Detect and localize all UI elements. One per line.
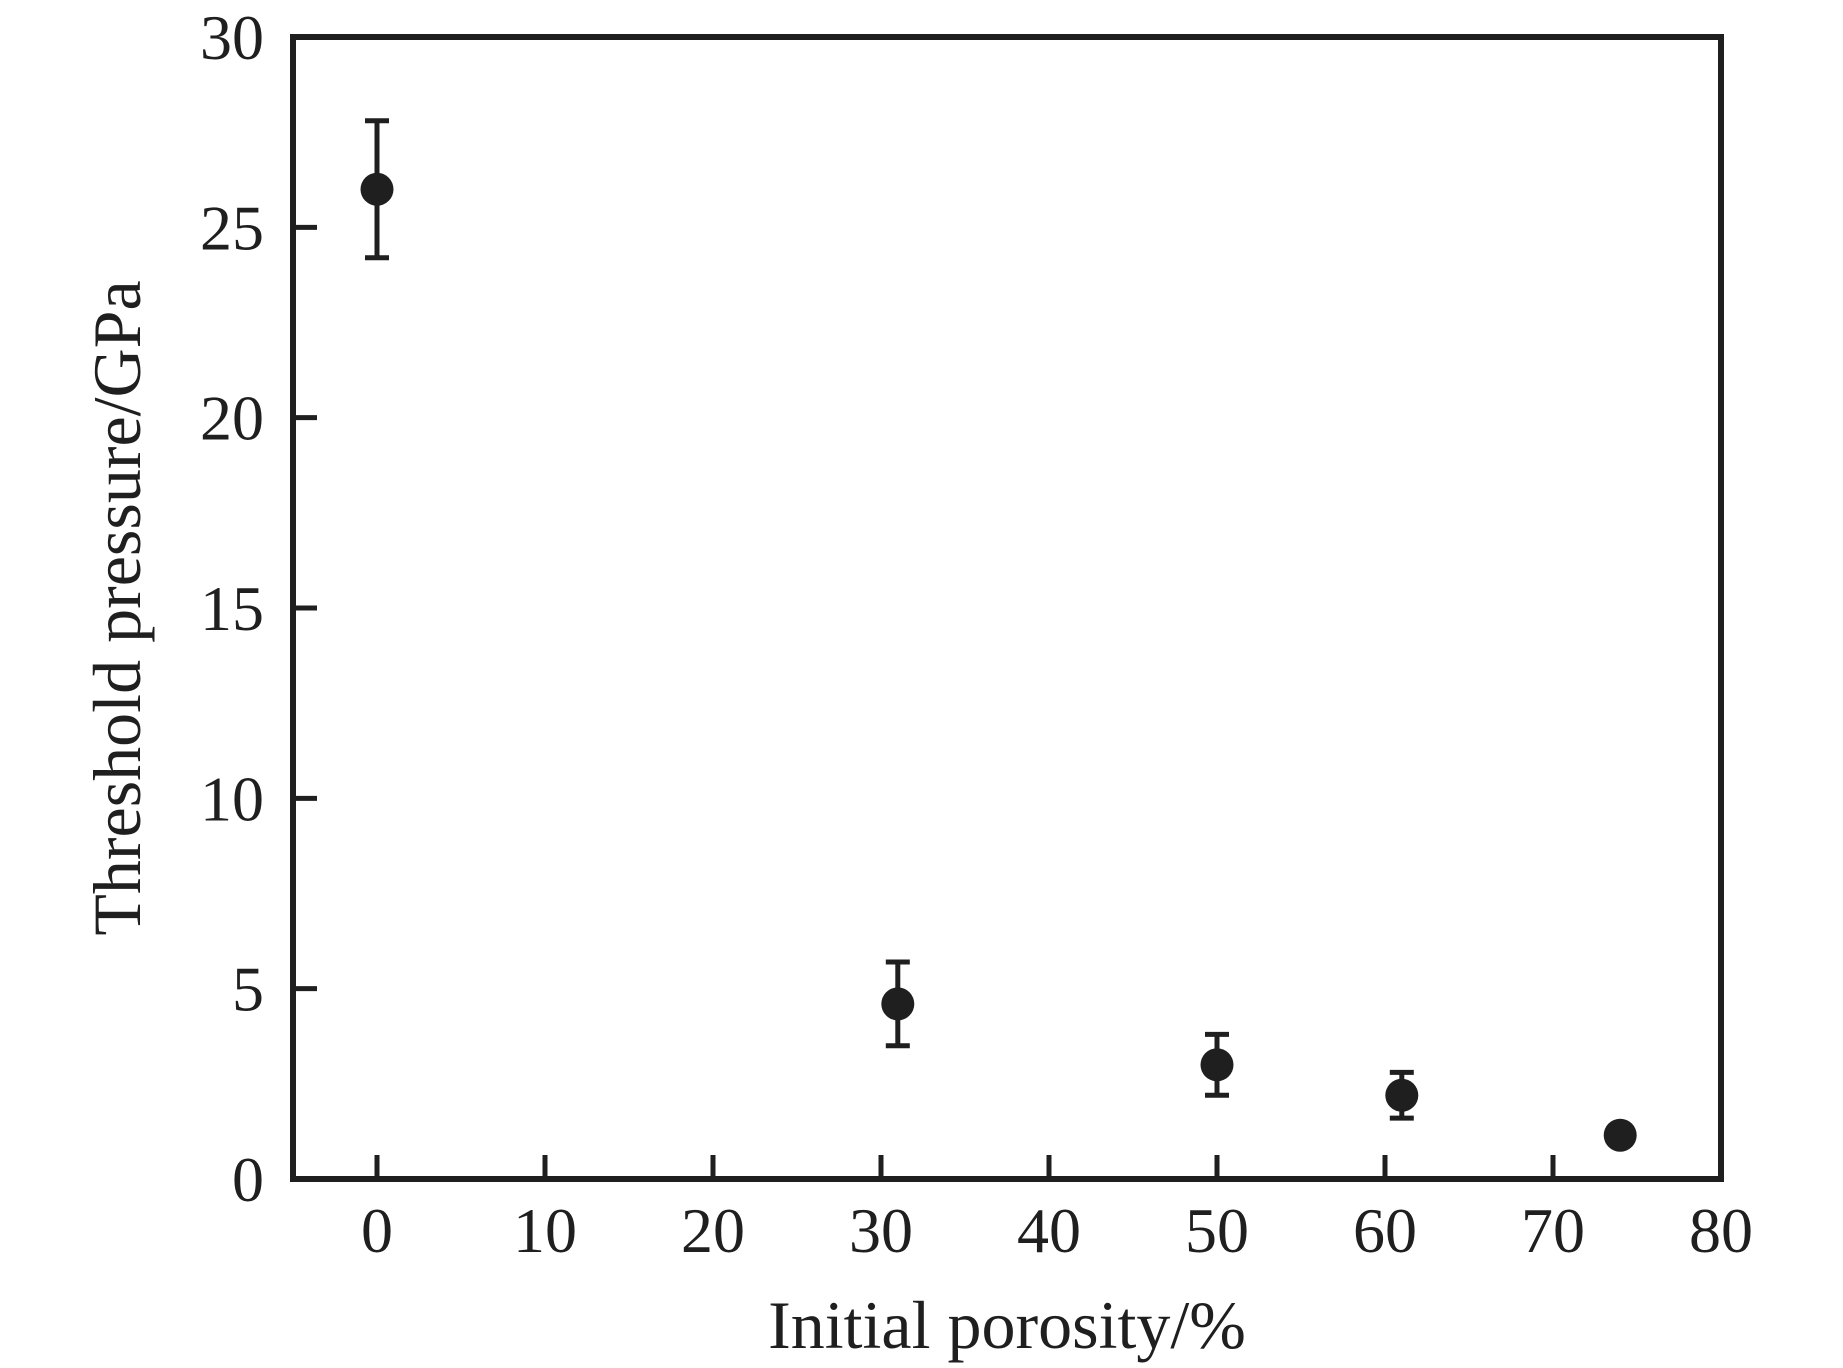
y-tick-label: 10	[200, 763, 264, 834]
x-tick-label: 70	[1521, 1195, 1585, 1266]
x-axis-title: Initial porosity/%	[768, 1287, 1246, 1363]
x-tick-label: 0	[361, 1195, 393, 1266]
x-tick-label: 10	[513, 1195, 577, 1266]
y-tick-label: 25	[200, 192, 264, 263]
y-tick-label: 20	[200, 383, 264, 454]
tick-layer: 0 10 20 30 40 50 60 70 80 0 5 10 15 20 25 30	[200, 2, 1753, 1266]
data-series	[360, 118, 1637, 1152]
x-tick-label: 40	[1017, 1195, 1081, 1266]
x-tick-label: 80	[1689, 1195, 1753, 1266]
y-tick-label: 15	[200, 573, 264, 644]
data-point	[360, 172, 394, 206]
x-tick-label: 20	[681, 1195, 745, 1266]
data-point	[1200, 1048, 1234, 1082]
y-tick-label: 30	[200, 2, 264, 73]
x-tick-label: 30	[849, 1195, 913, 1266]
data-point	[881, 987, 915, 1021]
y-tick-label: 5	[232, 954, 264, 1025]
data-point	[1385, 1078, 1419, 1112]
plot-frame	[290, 34, 1724, 1182]
data-point	[1603, 1118, 1637, 1152]
x-tick-label: 50	[1185, 1195, 1249, 1266]
y-axis-title: Threshold pressure/GPa	[79, 280, 155, 935]
y-tick-label: 0	[232, 1144, 264, 1215]
x-tick-label: 60	[1353, 1195, 1417, 1266]
